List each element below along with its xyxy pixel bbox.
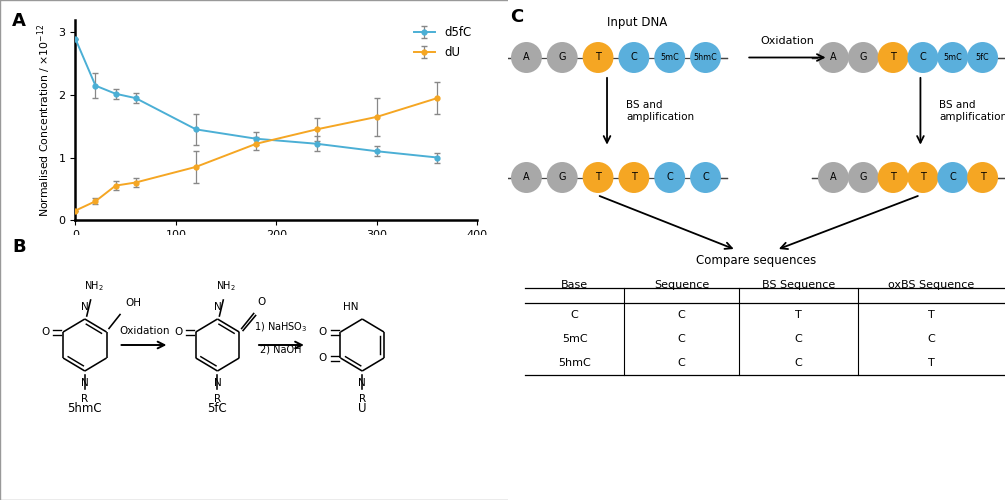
Text: 5fC: 5fC (208, 402, 227, 415)
Text: OH: OH (125, 298, 141, 308)
Text: C: C (630, 52, 637, 62)
Text: 5mC: 5mC (944, 53, 962, 62)
Text: 2) NaOH: 2) NaOH (260, 345, 302, 355)
Text: C: C (795, 358, 802, 368)
Text: A: A (524, 172, 530, 182)
Text: N: N (359, 378, 366, 388)
Circle shape (583, 42, 613, 73)
Text: C: C (928, 334, 936, 344)
Text: G: G (859, 52, 867, 62)
Circle shape (848, 162, 878, 193)
Text: 5fC: 5fC (976, 53, 990, 62)
Text: R: R (81, 394, 88, 404)
Text: Sequence: Sequence (654, 280, 710, 290)
Text: G: G (559, 172, 566, 182)
Y-axis label: Normalised Concentration / ×$10^{-12}$: Normalised Concentration / ×$10^{-12}$ (35, 24, 53, 216)
Text: 5hmC: 5hmC (693, 53, 718, 62)
Text: T: T (890, 172, 896, 182)
Circle shape (908, 42, 939, 73)
Text: 5hmC: 5hmC (559, 358, 591, 368)
Text: C: C (571, 310, 579, 320)
Text: A: A (524, 52, 530, 62)
Text: 5mC: 5mC (660, 53, 679, 62)
Text: NH$_2$: NH$_2$ (216, 279, 236, 293)
Text: N: N (214, 302, 221, 312)
Circle shape (818, 162, 849, 193)
Text: Oxidation: Oxidation (119, 326, 170, 336)
Text: R: R (214, 394, 221, 404)
Text: O: O (257, 297, 265, 307)
Circle shape (511, 42, 542, 73)
Text: C: C (920, 52, 927, 62)
Text: T: T (795, 310, 802, 320)
Text: T: T (929, 358, 935, 368)
Text: T: T (595, 52, 601, 62)
Text: N: N (81, 378, 88, 388)
Text: O: O (41, 327, 49, 337)
Circle shape (690, 42, 721, 73)
Circle shape (877, 42, 909, 73)
Text: G: G (859, 172, 867, 182)
Text: NH$_2$: NH$_2$ (83, 279, 104, 293)
Circle shape (618, 162, 649, 193)
Text: C: C (666, 172, 673, 182)
Text: Compare sequences: Compare sequences (696, 254, 816, 267)
Circle shape (938, 42, 968, 73)
Text: C: C (677, 310, 685, 320)
Text: BS and
amplification: BS and amplification (940, 100, 1005, 122)
Circle shape (908, 162, 939, 193)
Text: T: T (890, 52, 896, 62)
Text: T: T (920, 172, 926, 182)
Text: C: C (702, 172, 709, 182)
Text: O: O (174, 327, 182, 337)
Text: O: O (319, 353, 327, 363)
Text: U: U (358, 402, 367, 415)
Text: C: C (950, 172, 956, 182)
Text: N: N (81, 302, 88, 312)
Text: 5mC: 5mC (562, 334, 588, 344)
Circle shape (848, 42, 878, 73)
Circle shape (818, 42, 849, 73)
Text: C: C (677, 334, 685, 344)
Text: oxBS Sequence: oxBS Sequence (888, 280, 975, 290)
Text: C: C (677, 358, 685, 368)
Legend: d5fC, dU: d5fC, dU (413, 26, 471, 59)
Circle shape (547, 162, 578, 193)
Text: O: O (319, 327, 327, 337)
Text: BS and
amplification: BS and amplification (626, 100, 694, 122)
Text: HN: HN (343, 302, 359, 312)
Circle shape (654, 42, 685, 73)
Circle shape (547, 42, 578, 73)
Text: BS Sequence: BS Sequence (762, 280, 835, 290)
Circle shape (690, 162, 721, 193)
Text: T: T (980, 172, 986, 182)
Text: A: A (830, 172, 837, 182)
Text: A: A (12, 12, 26, 30)
Text: 5hmC: 5hmC (67, 402, 103, 415)
Text: A: A (830, 52, 837, 62)
Circle shape (967, 162, 998, 193)
Text: C: C (511, 8, 524, 26)
Circle shape (967, 42, 998, 73)
Text: Base: Base (561, 280, 588, 290)
Text: 1) NaHSO$_3$: 1) NaHSO$_3$ (254, 320, 308, 334)
Text: Input DNA: Input DNA (607, 16, 667, 29)
Text: T: T (929, 310, 935, 320)
Text: T: T (631, 172, 637, 182)
Text: T: T (595, 172, 601, 182)
X-axis label: Time / minutes: Time / minutes (232, 246, 321, 258)
Text: R: R (359, 394, 366, 404)
Text: N: N (214, 378, 221, 388)
Text: C: C (795, 334, 802, 344)
Circle shape (938, 162, 968, 193)
Circle shape (618, 42, 649, 73)
Text: Oxidation: Oxidation (760, 36, 814, 46)
Text: B: B (12, 238, 26, 256)
Text: G: G (559, 52, 566, 62)
Circle shape (877, 162, 909, 193)
Circle shape (654, 162, 685, 193)
Circle shape (583, 162, 613, 193)
Circle shape (511, 162, 542, 193)
